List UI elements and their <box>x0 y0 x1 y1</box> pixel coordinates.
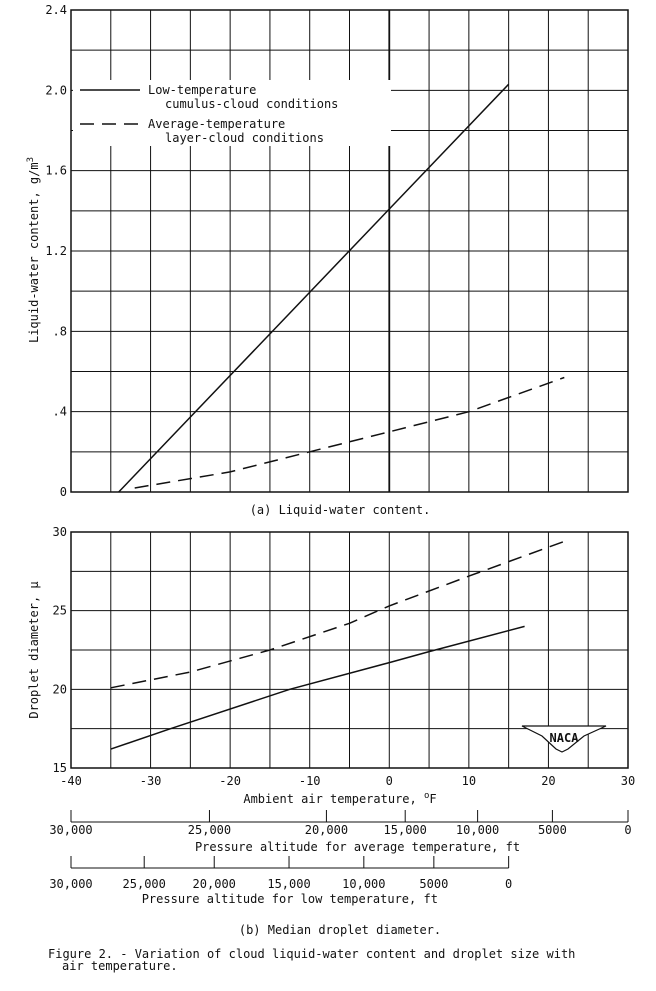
figure-caption-line2: air temperature. <box>62 959 178 973</box>
secondary-axis-title: Pressure altitude for average temperatur… <box>195 840 520 854</box>
legend-label: Low-temperature <box>148 83 256 97</box>
chart-b-droplet-diameter: 15 20 25 30 -40 -30 -20 -10 0 10 20 30 Droplet diame… <box>27 525 635 906</box>
naca-logo-text: NACA <box>550 731 580 745</box>
secondary-axis-title: Pressure altitude for low temperature, f… <box>142 892 438 906</box>
secondary-axis-tick-label: 15,000 <box>267 877 310 891</box>
plot-frame <box>70 531 629 769</box>
y-tick-label: 1.2 <box>45 244 67 258</box>
chart-a-liquid-water: 0 .4 .8 1.2 1.6 2.0 2.4 Low-temperaturecumulus-… <box>26 3 629 499</box>
y-axis-label: Liquid-water content, g/m3 <box>26 157 41 343</box>
secondary-axis-tick-label: 25,000 <box>188 823 231 837</box>
y-axis-label: Droplet diameter, μ <box>27 581 41 718</box>
secondary-axis-average: 30,000 25,000 20,000 15,000 10,000 5000 0 Press… <box>49 810 632 854</box>
series-line-solid <box>110 625 525 750</box>
naca-wings-icon <box>521 725 607 753</box>
y-tick-label: 20 <box>53 682 67 696</box>
secondary-axis-tick-label: 10,000 <box>342 877 385 891</box>
secondary-axis-tick-label: 25,000 <box>123 877 166 891</box>
y-tick-label: 0 <box>60 485 67 499</box>
secondary-axis-tick-label: 20,000 <box>305 823 348 837</box>
secondary-axis-tick-label: 0 <box>505 877 512 891</box>
secondary-axis-low: 30,000 25,000 20,000 15,000 10,000 5000 0 Press… <box>49 856 512 906</box>
secondary-axis-tick-label: 5000 <box>538 823 567 837</box>
y-tick-label: 2.0 <box>45 83 67 97</box>
x-axis-label: Ambient air temperature, oF <box>243 791 436 806</box>
y-axis-label-superscript: 3 <box>26 157 36 162</box>
y-tick-label: .4 <box>53 405 67 419</box>
y-tick-label: 1.6 <box>45 164 67 178</box>
x-axis-label-unit: F <box>429 792 436 806</box>
secondary-axis-tick-label: 5000 <box>419 877 448 891</box>
y-tick-label: 15 <box>53 761 67 775</box>
series-line-solid <box>118 83 510 493</box>
y-tick-label: 2.4 <box>45 3 67 17</box>
y-tick-label: .8 <box>53 324 67 338</box>
caption-b: (b) Median droplet diameter. <box>239 923 441 937</box>
x-tick-label: 20 <box>541 774 555 788</box>
x-tick-label: -10 <box>299 774 321 788</box>
caption-a: (a) Liquid-water content. <box>250 503 431 517</box>
secondary-axis-tick-label: 30,000 <box>49 823 92 837</box>
y-tick-label: 30 <box>53 525 67 539</box>
series-line-dashed <box>134 376 565 489</box>
x-tick-label: -30 <box>140 774 162 788</box>
y-tick-label: 25 <box>53 604 67 618</box>
secondary-axis-tick-label: 15,000 <box>384 823 427 837</box>
x-tick-label: 0 <box>386 774 393 788</box>
plot-frame <box>70 9 629 493</box>
naca-logo: NACA <box>521 725 607 753</box>
legend-label: cumulus-cloud conditions <box>165 97 338 111</box>
legend-box <box>73 80 391 146</box>
x-tick-label: -20 <box>219 774 241 788</box>
x-tick-label: 30 <box>621 774 635 788</box>
x-tick-label: -40 <box>60 774 82 788</box>
legend-label: layer-cloud conditions <box>165 131 324 145</box>
secondary-axis-tick-label: 20,000 <box>193 877 236 891</box>
figure-caption-line1: Figure 2. - Variation of cloud liquid-wa… <box>48 947 575 961</box>
x-tick-label: 10 <box>462 774 476 788</box>
x-axis-label-degree: o <box>424 791 429 801</box>
secondary-axis-tick-label: 30,000 <box>49 877 92 891</box>
series-line-dashed <box>110 540 565 689</box>
secondary-axis-tick-label: 10,000 <box>456 823 499 837</box>
legend-label: Average-temperature <box>148 117 285 131</box>
secondary-axis-tick-label: 0 <box>624 823 631 837</box>
